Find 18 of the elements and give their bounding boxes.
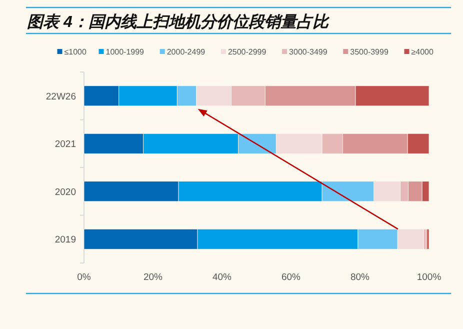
legend-label: ≥4000 [411, 48, 434, 56]
x-tick-label: 40% [212, 272, 232, 283]
legend-label: ≤1000 [64, 48, 87, 56]
x-tick-label: 20% [143, 272, 164, 283]
title: 图表 4：国内线上扫地机分价位段销量占比 [27, 14, 328, 31]
y-tick-label: 2020 [54, 186, 76, 198]
x-tick-label: 100% [416, 272, 442, 283]
legend-label: 2500-2999 [228, 48, 267, 56]
x-tick-label: 0% [77, 272, 92, 283]
legend-label: 2000-2499 [166, 48, 206, 56]
x-tick-label: 60% [281, 272, 302, 283]
y-tick-label: 22W26 [46, 91, 76, 102]
y-tick-label: 2021 [54, 139, 76, 150]
y-tick-label: 2019 [54, 234, 76, 246]
legend-label: 3500-3999 [350, 48, 389, 56]
x-tick-label: 80% [350, 272, 370, 283]
legend-label: 3000-3499 [289, 48, 328, 56]
legend-label: 1000-1999 [106, 48, 145, 56]
